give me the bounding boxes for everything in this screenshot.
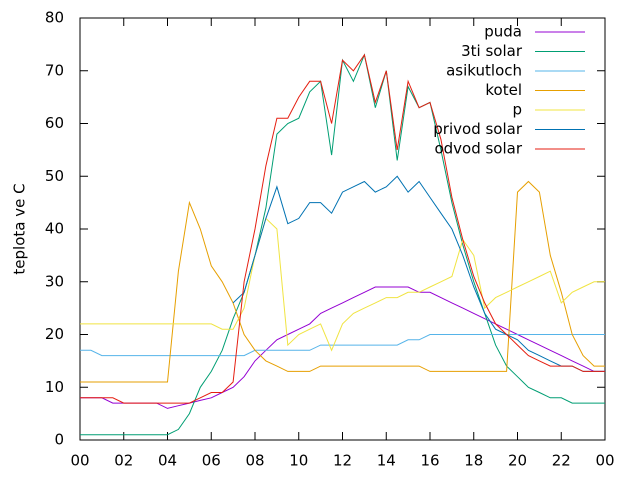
x-tick-label: 02 [114, 452, 133, 470]
y-tick-label: 80 [45, 9, 64, 27]
x-tick-label: 00 [70, 452, 89, 470]
series-line [80, 217, 605, 352]
y-tick-label: 40 [45, 220, 64, 238]
legend-label: asikutloch [446, 62, 522, 80]
series-line [80, 334, 605, 357]
y-tick-label: 60 [45, 114, 64, 132]
x-tick-label: 12 [333, 452, 352, 470]
legend-label: privod solar [433, 120, 523, 138]
y-tick-label: 30 [45, 272, 64, 290]
y-tick-label: 20 [45, 325, 64, 343]
series-line [80, 53, 605, 436]
legend-label: 3ti solar [461, 42, 523, 60]
y-tick-label: 70 [45, 61, 64, 79]
y-tick-label: 50 [45, 167, 64, 185]
y-tick-label: 10 [45, 378, 64, 396]
x-tick-label: 08 [245, 452, 264, 470]
x-tick-label: 14 [377, 452, 396, 470]
x-tick-label: 10 [289, 452, 308, 470]
legend-label: puda [484, 23, 522, 41]
series-line [232, 175, 605, 372]
x-tick-label: 06 [202, 452, 221, 470]
x-tick-label: 00 [595, 452, 614, 470]
series-line [80, 53, 605, 404]
legend-label: p [512, 101, 522, 119]
legend-label: odvod solar [434, 140, 522, 158]
x-tick-label: 16 [420, 452, 439, 470]
axes [79, 17, 606, 441]
x-tick-label: 20 [508, 452, 527, 470]
series-line [80, 180, 605, 383]
plot-border [79, 17, 606, 441]
y-axis-label: teplota ve C [11, 183, 29, 274]
legend-label: kotel [485, 81, 522, 99]
x-tick-label: 22 [552, 452, 571, 470]
x-tick-label: 18 [464, 452, 483, 470]
x-tick-label: 04 [158, 452, 177, 470]
y-tick-label: 0 [54, 431, 64, 449]
